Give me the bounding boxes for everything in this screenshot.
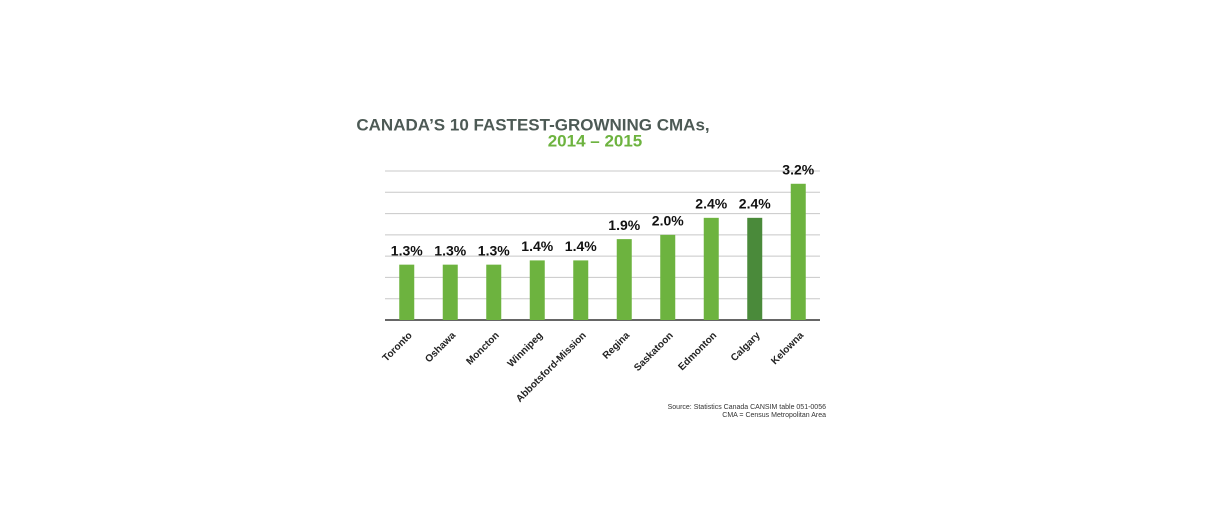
- value-label: 2.4%: [695, 196, 727, 212]
- bar: [573, 260, 589, 320]
- x-tick-label: Edmonton: [677, 330, 720, 373]
- bar: [399, 264, 415, 320]
- x-tick-label: Kelowna: [769, 330, 806, 367]
- value-label: 1.3%: [434, 242, 466, 258]
- value-label: 2.0%: [652, 213, 684, 229]
- chart-title: CANADA’S 10 FASTEST-GROWNING CMAs,: [356, 115, 709, 134]
- value-label: 1.3%: [478, 242, 510, 258]
- bar: [703, 217, 719, 320]
- value-label: 2.4%: [739, 196, 771, 212]
- bar: [790, 183, 806, 320]
- x-tick-label: Calgary: [729, 330, 763, 364]
- bar: [529, 260, 545, 320]
- x-tick-label: Winnipeg: [506, 330, 546, 370]
- x-tick-label: Regina: [601, 330, 633, 362]
- bar: [660, 234, 676, 320]
- value-label: 1.9%: [608, 217, 640, 233]
- value-label: 1.4%: [565, 238, 597, 254]
- chart-subtitle: 2014 – 2015: [548, 131, 643, 150]
- bar: [486, 264, 502, 320]
- bar: [616, 239, 632, 320]
- bar: [747, 217, 763, 320]
- x-tick-label: Moncton: [465, 330, 502, 367]
- footnote: CMA = Census Metropolitan Area: [722, 412, 826, 419]
- x-tick-label: Saskatoon: [632, 330, 676, 374]
- x-tick-label: Toronto: [381, 330, 415, 364]
- x-tick-label: Oshawa: [423, 330, 458, 365]
- source-note: Source: Statistics Canada CANSIM table 0…: [668, 404, 826, 411]
- value-label: 3.2%: [782, 161, 814, 177]
- bar: [442, 264, 458, 320]
- value-label: 1.3%: [391, 242, 423, 258]
- value-label: 1.4%: [521, 238, 553, 254]
